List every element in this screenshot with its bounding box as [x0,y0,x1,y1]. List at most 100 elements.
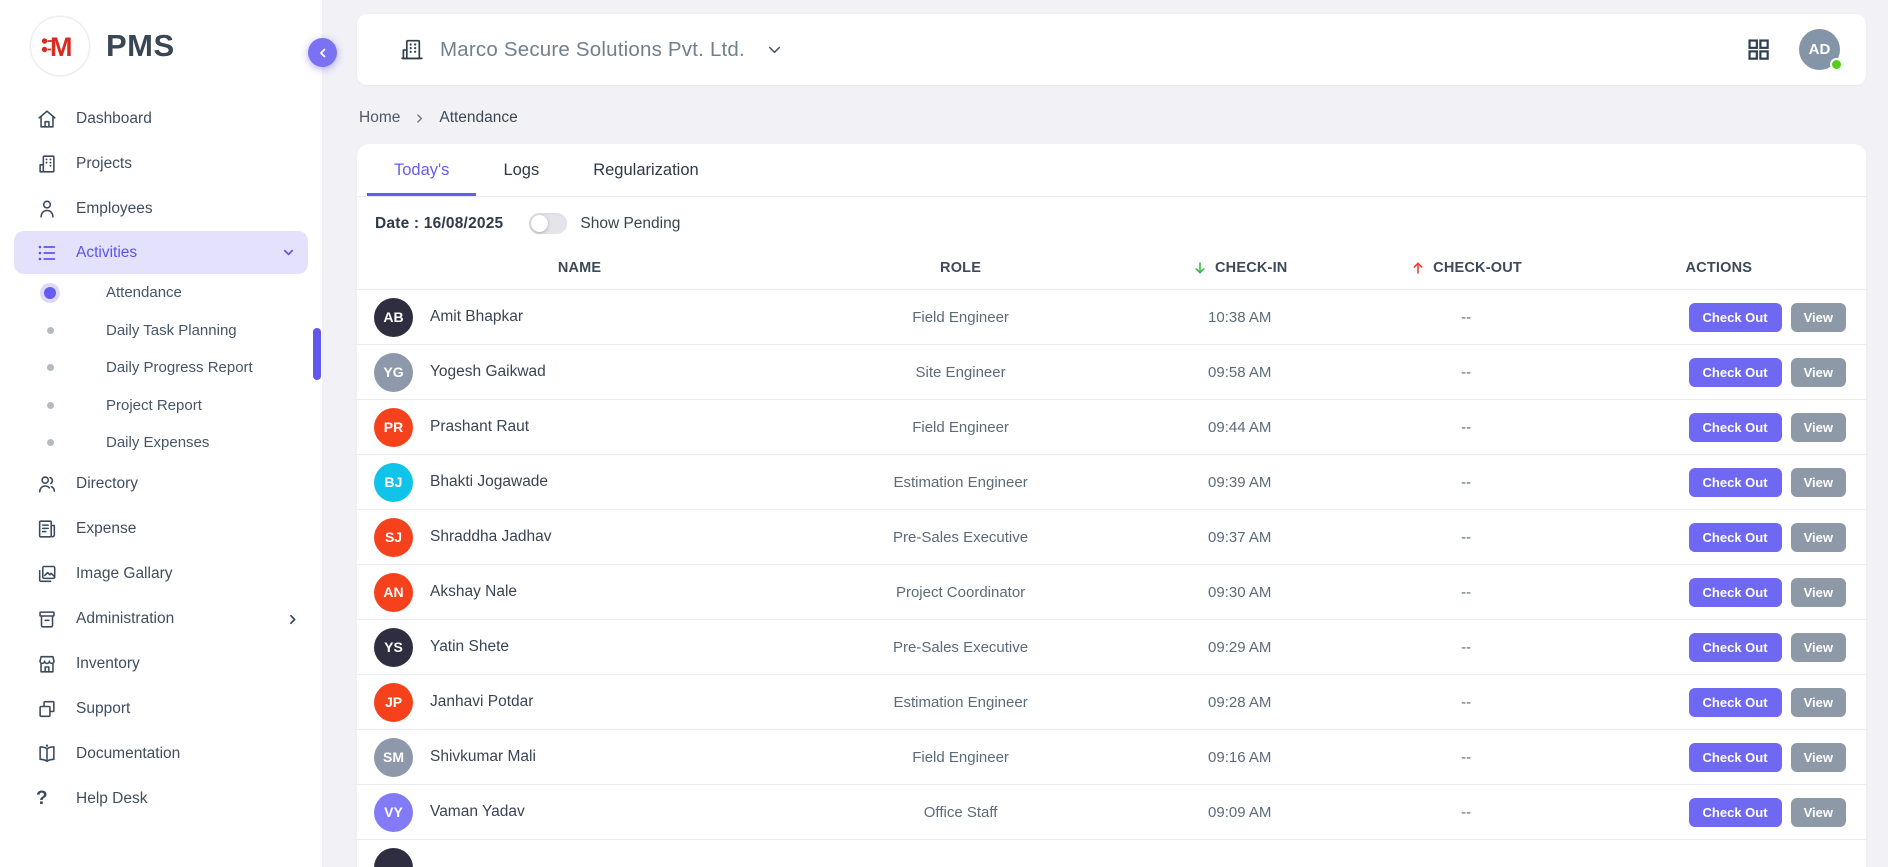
home-icon [36,108,58,130]
employee-name: Bhakti Jogawade [430,473,549,490]
company-name: Marco Secure Solutions Pvt. Ltd. [440,37,745,61]
check-out-button[interactable]: Check Out [1688,742,1782,772]
apps-grid-icon[interactable] [1746,37,1771,62]
administration-icon [36,608,58,630]
main-area: Marco Secure Solutions Pvt. Ltd. AD Home… [322,0,1888,867]
view-button[interactable]: View [1790,742,1846,772]
check-out-time: -- [1461,583,1472,601]
bullet-icon [42,285,58,301]
avatar: PR [374,407,413,447]
sidebar-subitem-attendance[interactable]: Attendance [0,274,322,312]
check-in-time: 09:16 AM [1208,748,1272,766]
employee-role: Pre-Sales Executive [893,528,1029,546]
check-out-time: -- [1461,638,1472,656]
check-in-time: 09:30 AM [1208,583,1272,601]
breadcrumb-home[interactable]: Home [359,109,401,126]
activities-icon [36,242,58,264]
sidebar-item-administration[interactable]: Administration [0,597,322,642]
check-out-button[interactable]: Check Out [1688,797,1782,827]
check-out-time: -- [1461,528,1472,546]
sidebar-item-directory[interactable]: Directory [0,462,322,507]
employee-name: Akshay Nale [430,583,518,600]
check-in-time: 09:39 AM [1208,473,1272,491]
table-row: YS Yatin Shete Pre-Sales Executive 09:29… [357,619,1866,674]
toggle-knob [531,215,549,232]
show-pending-toggle[interactable] [529,213,568,234]
employee-role: Field Engineer [912,748,1009,766]
check-out-button[interactable]: Check Out [1688,412,1782,442]
check-out-button[interactable]: Check Out [1688,522,1782,552]
sidebar-item-documentation[interactable]: Documentation [0,732,322,777]
avatar: JP [374,682,413,722]
sidebar-item-employees[interactable]: Employees [0,186,322,231]
show-pending-label: Show Pending [580,214,681,232]
check-in-time: 09:28 AM [1208,693,1272,711]
avatar: BJ [374,462,413,502]
bullet-icon [42,435,58,451]
sidebar-subitem-project-report[interactable]: Project Report [0,387,322,425]
expense-icon [36,518,58,540]
employee-role: Field Engineer [912,418,1009,436]
sidebar-collapse-button[interactable] [308,38,337,67]
view-button[interactable]: View [1790,632,1846,662]
table-header: NAME ROLE CHECK-IN CHECK-OUT ACTIONS [357,244,1866,289]
view-button[interactable]: View [1790,412,1846,442]
sidebar-subitem-daily-expenses[interactable]: Daily Expenses [0,424,322,462]
view-button[interactable]: View [1790,357,1846,387]
app-logo: M PMS [0,0,322,88]
sidebar-item-projects[interactable]: Projects [0,141,322,186]
sidebar-item-activities[interactable]: Activities [14,231,308,274]
employee-name: Shraddha Jadhav [430,528,552,545]
sidebar-item-help-desk[interactable]: ? Help Desk [36,788,148,809]
employee-name: Prashant Raut [430,418,530,435]
employee-name: Yogesh Gaikwad [430,363,546,380]
check-out-button[interactable]: Check Out [1688,357,1782,387]
check-out-button[interactable]: Check Out [1688,687,1782,717]
user-avatar[interactable]: AD [1799,29,1843,71]
tab-regularization[interactable]: Regularization [593,161,699,179]
column-header-role: ROLE [940,260,982,276]
sidebar-menu: Dashboard Projects Employees Activities … [0,88,322,822]
avatar: SJ [374,517,413,557]
avatar: AB [374,297,413,337]
sidebar-subitem-daily-progress-report[interactable]: Daily Progress Report [0,349,322,387]
online-status-dot [1830,58,1843,71]
company-selector[interactable]: Marco Secure Solutions Pvt. Ltd. [399,37,784,62]
sidebar-item-expense[interactable]: Expense [0,507,322,552]
view-button[interactable]: View [1790,522,1846,552]
check-out-button[interactable]: Check Out [1688,632,1782,662]
tab-today-s[interactable]: Today's [367,144,477,196]
table-row-partial [357,839,1866,867]
check-out-button[interactable]: Check Out [1688,467,1782,497]
view-button[interactable]: View [1790,577,1846,607]
view-button[interactable]: View [1790,302,1846,332]
check-out-button[interactable]: Check Out [1688,302,1782,332]
tab-logs[interactable]: Logs [503,161,540,179]
employee-role: Pre-Sales Executive [893,638,1029,656]
check-out-time: -- [1461,693,1472,711]
table-body: AB Amit Bhapkar Field Engineer 10:38 AM … [357,289,1866,867]
gallery-icon [36,563,58,585]
sidebar-item-image-gallary[interactable]: Image Gallary [0,552,322,597]
tab-bar: Today's Logs Regularization [357,144,1866,197]
sidebar-item-inventory[interactable]: Inventory [0,642,322,687]
column-header-check-in[interactable]: CHECK-IN [1119,260,1360,276]
support-icon [36,698,58,720]
view-button[interactable]: View [1790,467,1846,497]
column-header-check-out[interactable]: CHECK-OUT [1360,260,1571,276]
sidebar-subitem-daily-task-planning[interactable]: Daily Task Planning [0,312,322,350]
employees-icon [36,198,58,220]
sidebar-scrollbar-thumb[interactable] [313,328,321,380]
documentation-icon [36,743,58,765]
view-button[interactable]: View [1790,797,1846,827]
view-button[interactable]: View [1790,687,1846,717]
chevron-left-icon [316,46,330,60]
sidebar-item-dashboard[interactable]: Dashboard [0,96,322,141]
bullet-icon [42,397,58,413]
check-out-time: -- [1461,473,1472,491]
table-row: JP Janhavi Potdar Estimation Engineer 09… [357,674,1866,729]
sidebar-item-support[interactable]: Support [0,687,322,732]
check-out-button[interactable]: Check Out [1688,577,1782,607]
avatar: YS [374,627,413,667]
check-out-time: -- [1461,748,1472,766]
